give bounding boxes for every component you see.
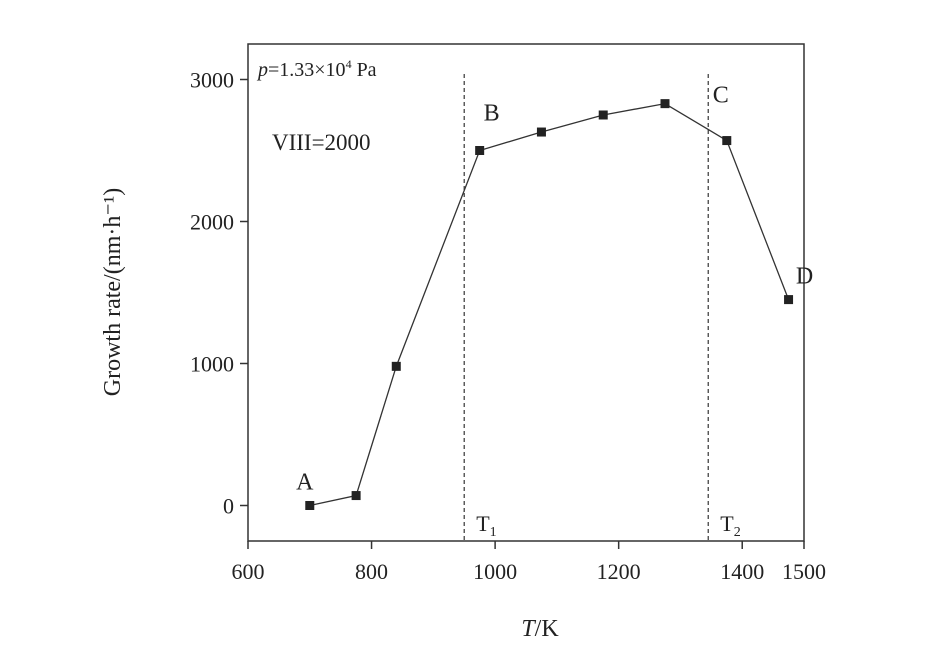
- x-tick-label: 800: [355, 559, 388, 584]
- data-point: [536, 127, 546, 137]
- plot-frame: [247, 43, 805, 542]
- point-label-a: A: [296, 470, 314, 496]
- data-point: [722, 136, 732, 146]
- y-tick-label: 1000: [190, 352, 234, 377]
- data-point: [598, 110, 608, 120]
- data-point: [351, 491, 361, 501]
- y-tick-label: 2000: [190, 210, 234, 235]
- threshold-label-1: T1: [476, 511, 496, 540]
- x-tick-label: 1000: [473, 559, 517, 584]
- data-point: [660, 99, 670, 109]
- series-line: [309, 102, 790, 507]
- point-label-b: B: [484, 101, 500, 127]
- temperature-threshold-lines: T1 T2: [463, 74, 741, 541]
- y-tick-label: 3000: [190, 68, 234, 93]
- data-point: [391, 361, 401, 371]
- x-tick-label: 600: [232, 559, 265, 584]
- ratio-annotation: VIII=2000: [272, 130, 371, 155]
- point-label-d: D: [796, 264, 813, 290]
- x-tick-label: 1200: [597, 559, 641, 584]
- x-tick-label: 1400: [720, 559, 764, 584]
- data-point: [475, 146, 485, 155]
- data-point: [784, 295, 794, 305]
- point-labels: A B C D: [296, 83, 813, 496]
- data-point: [305, 501, 315, 510]
- growth-rate-series: [305, 99, 794, 510]
- y-axis-ticks: 0 1000 2000 3000: [190, 68, 248, 519]
- x-tick-label: 1500: [782, 559, 826, 584]
- x-axis-ticks: 600 800 1000 1200 1400 1500: [232, 541, 826, 584]
- y-tick-label: 0: [223, 494, 234, 519]
- x-axis-label: T/K: [521, 616, 559, 642]
- pressure-annotation: p=1.33×104 Pa: [256, 57, 377, 81]
- y-axis-label: Growth rate/(nm·h⁻¹): [100, 188, 126, 396]
- point-label-c: C: [713, 83, 729, 109]
- threshold-label-2: T2: [720, 511, 740, 540]
